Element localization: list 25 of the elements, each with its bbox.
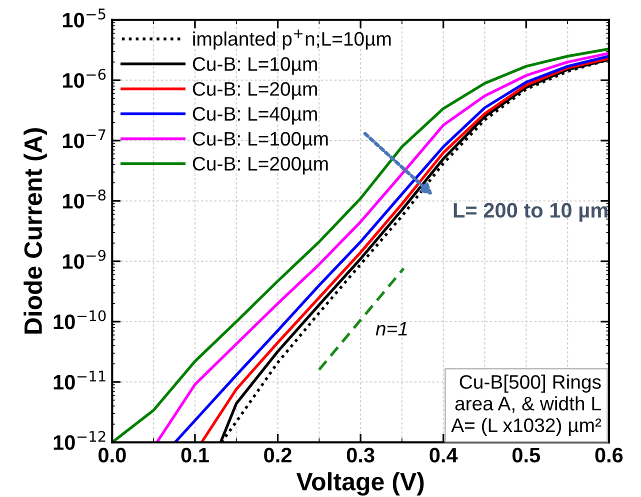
x-tick-label: 0.5 bbox=[512, 448, 540, 462]
legend-label: Cu-B: L=40µm bbox=[192, 107, 317, 125]
y-tick-label: 10$^{−8}$ bbox=[63, 190, 106, 209]
y-tick-label: 10$^{−6}$ bbox=[63, 68, 106, 88]
y-tick-label: 10$^{−7}$ bbox=[63, 129, 106, 148]
annotation: n=1 bbox=[376, 322, 407, 336]
annotation: L= 200 to 10 µm bbox=[454, 202, 608, 222]
legend-label: Cu-B: L=200µm bbox=[192, 156, 328, 174]
x-tick-label: 0.2 bbox=[264, 448, 292, 462]
x-tick-label: 0.4 bbox=[430, 448, 458, 462]
legend-label: Cu-B: L=10µm bbox=[192, 57, 317, 75]
x-tick-label: 0.0 bbox=[98, 448, 126, 462]
y-tick-label: 10$^{−11}$ bbox=[54, 370, 106, 390]
x-tick-label: 0.3 bbox=[346, 448, 374, 463]
legend-label: Cu-B: L=100µm bbox=[192, 132, 328, 150]
legend-label: implanted p$^{+}$n;L=10µm bbox=[193, 30, 391, 50]
y-tick-label: 10$^{−9}$ bbox=[63, 250, 106, 269]
x-axis-title: Voltage (V) bbox=[296, 472, 424, 496]
legend-label: Cu-B: L=20µm bbox=[192, 82, 317, 100]
x-tick-label: 0.6 bbox=[595, 448, 623, 462]
y-tick-label: 10$^{−5}$ bbox=[63, 8, 106, 28]
annotation: Cu-B[500] Rings area A, & width L A= (L x1032) µm² bbox=[451, 374, 602, 436]
y-tick-label: 10$^{−10}$ bbox=[54, 310, 106, 330]
x-tick-label: 0.1 bbox=[181, 448, 209, 462]
y-axis-title: Diode Current (A) bbox=[24, 128, 47, 334]
